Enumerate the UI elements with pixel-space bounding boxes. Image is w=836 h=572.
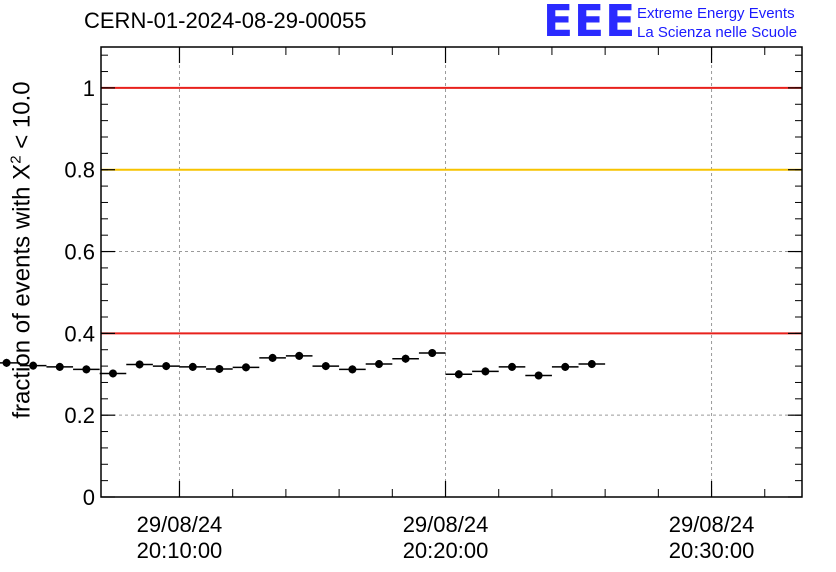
- data-point: [428, 349, 437, 357]
- data-points: [0, 349, 606, 380]
- logo-caption-line2: La Scienza nelle Scuole: [637, 24, 798, 41]
- data-point: [561, 362, 570, 371]
- data-point: [295, 351, 304, 360]
- data-point: [108, 369, 117, 378]
- data-point: [321, 362, 330, 371]
- y-tick-label: 0: [83, 485, 95, 510]
- reference-lines: [101, 86, 802, 335]
- data-point: [215, 364, 224, 373]
- data-point: [188, 362, 197, 371]
- tick-labels: 00.20.40.60.8129/08/2420:10:0029/08/2420…: [64, 76, 754, 563]
- logo-caption-line1: Extreme Energy Events: [637, 5, 795, 22]
- x-tick-label-date: 29/08/24: [669, 512, 755, 537]
- data-point: [162, 362, 171, 371]
- eee-logo: EEE: [543, 0, 637, 47]
- y-tick-label: 0.4: [64, 321, 95, 346]
- x-tick-label-time: 20:20:00: [403, 538, 489, 563]
- data-point: [241, 363, 250, 372]
- y-tick-label: 0.2: [64, 403, 95, 428]
- data-point: [481, 367, 490, 376]
- axis-ticks: [101, 47, 802, 498]
- data-point: [55, 362, 64, 371]
- data-point: [348, 365, 357, 374]
- data-point: [454, 370, 463, 379]
- x-tick-label-time: 20:10:00: [137, 538, 223, 563]
- grid-lines: [101, 47, 802, 497]
- data-point: [29, 361, 38, 370]
- y-tick-label: 0.6: [64, 240, 95, 265]
- data-point: [375, 360, 384, 369]
- data-point: [82, 365, 91, 374]
- x-tick-label-date: 29/08/24: [137, 512, 223, 537]
- data-point: [587, 360, 596, 369]
- chart-title: CERN-01-2024-08-29-00055: [84, 8, 367, 33]
- x-tick-label-time: 20:30:00: [669, 538, 755, 563]
- data-point: [534, 371, 543, 380]
- logo-caption: Extreme Energy Events La Scienza nelle S…: [637, 4, 797, 42]
- data-point: [401, 354, 410, 363]
- data-point: [135, 360, 144, 369]
- x-tick-label-date: 29/08/24: [403, 512, 489, 537]
- plot-frame: [100, 46, 803, 498]
- y-tick-label: 1: [83, 76, 95, 101]
- y-tick-label: 0.8: [64, 158, 95, 183]
- data-point: [508, 362, 517, 371]
- data-point: [2, 358, 11, 367]
- data-point: [268, 353, 277, 362]
